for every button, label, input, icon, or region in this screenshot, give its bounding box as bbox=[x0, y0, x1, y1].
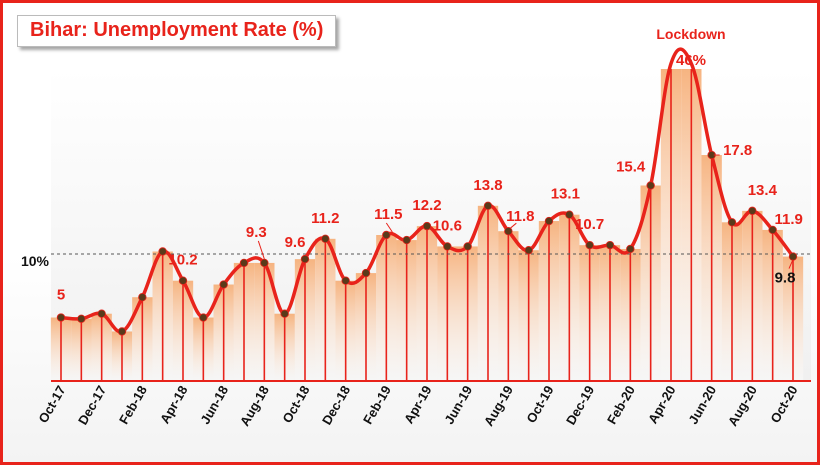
x-tick-label: Oct-20 bbox=[767, 383, 800, 426]
data-point bbox=[361, 268, 371, 278]
annotation-label: Lockdown bbox=[656, 26, 725, 42]
x-tick-label: Oct-18 bbox=[279, 383, 312, 426]
data-point bbox=[524, 246, 533, 255]
data-point bbox=[117, 327, 127, 336]
data-point bbox=[605, 240, 615, 250]
data-label: 5 bbox=[57, 287, 65, 304]
reference-line-label: 10% bbox=[21, 253, 50, 269]
data-label: 12.2 bbox=[412, 197, 441, 214]
data-point bbox=[504, 226, 513, 236]
x-tick-label: Apr-20 bbox=[645, 383, 679, 426]
data-point bbox=[97, 309, 106, 318]
data-point bbox=[585, 240, 594, 250]
data-label: 11.8 bbox=[506, 208, 534, 225]
data-point bbox=[77, 314, 86, 323]
x-tick-label: Apr-19 bbox=[401, 383, 435, 426]
data-point bbox=[768, 225, 777, 235]
data-label: 10.6 bbox=[433, 217, 462, 234]
x-tick-label: Feb-20 bbox=[604, 383, 638, 427]
data-point bbox=[260, 258, 269, 268]
x-tick-label: Feb-18 bbox=[116, 383, 150, 427]
data-point bbox=[239, 258, 249, 268]
data-label: 11.9 bbox=[774, 211, 802, 228]
x-tick-label: Feb-19 bbox=[360, 383, 394, 427]
line-chart: 5 10.2 9.3 9.6 11.2 11.5 12.2 10.6 13.811.8 13.1 1… bbox=[21, 26, 811, 429]
x-tick-label: Aug-19 bbox=[481, 383, 516, 429]
data-label: 13.1 bbox=[551, 186, 580, 203]
data-label: 17.8 bbox=[723, 142, 752, 159]
x-tick-label: Aug-18 bbox=[237, 383, 272, 429]
data-point bbox=[788, 252, 798, 261]
data-point bbox=[727, 218, 737, 227]
data-point bbox=[443, 242, 452, 251]
x-tick-label: Oct-17 bbox=[35, 383, 68, 426]
data-point bbox=[626, 244, 635, 254]
x-tick-label: Dec-19 bbox=[563, 383, 597, 427]
data-point bbox=[199, 313, 208, 322]
data-label: 13.4 bbox=[748, 182, 778, 199]
x-tick-label: Dec-18 bbox=[319, 383, 353, 427]
label-leader-line bbox=[385, 222, 393, 233]
data-point bbox=[56, 313, 66, 322]
data-point bbox=[646, 181, 655, 190]
data-point bbox=[300, 254, 310, 264]
data-label: 9.8 bbox=[775, 270, 796, 287]
x-tick-label: Jun-20 bbox=[685, 383, 719, 427]
data-point bbox=[321, 234, 330, 244]
data-point bbox=[483, 201, 493, 210]
data-point bbox=[138, 293, 147, 302]
x-tick-label: Oct-19 bbox=[523, 383, 556, 426]
label-leader-line bbox=[788, 259, 794, 269]
data-point bbox=[402, 235, 411, 245]
data-label: 13.8 bbox=[473, 177, 502, 194]
data-point bbox=[565, 210, 574, 219]
data-point bbox=[748, 206, 757, 216]
data-label: 10.7 bbox=[575, 216, 604, 233]
data-point bbox=[219, 280, 228, 289]
data-point bbox=[341, 276, 350, 285]
data-point bbox=[382, 230, 391, 240]
x-tick-label: Apr-18 bbox=[157, 383, 191, 426]
data-point bbox=[158, 247, 167, 256]
data-point bbox=[463, 242, 472, 251]
data-label: 10.2 bbox=[168, 252, 197, 269]
label-leader-line bbox=[257, 240, 265, 260]
data-label: 11.5 bbox=[374, 206, 402, 223]
data-label: 9.3 bbox=[246, 224, 267, 241]
data-point bbox=[280, 309, 289, 318]
x-tick-label: Dec-17 bbox=[75, 383, 109, 427]
x-tick-label: Aug-20 bbox=[725, 383, 760, 429]
data-label: 15.4 bbox=[616, 158, 646, 175]
data-point bbox=[544, 216, 554, 226]
data-point bbox=[422, 221, 432, 231]
data-point bbox=[178, 276, 188, 285]
data-label: 11.2 bbox=[311, 210, 339, 227]
x-tick-label: Jun-19 bbox=[441, 383, 475, 427]
chart-title: Bihar: Unemployment Rate (%) bbox=[17, 15, 337, 47]
data-label: 9.6 bbox=[285, 234, 306, 251]
label-leader-line bbox=[510, 222, 517, 229]
x-tick-label: Jun-18 bbox=[197, 383, 231, 427]
data-label: 46% bbox=[676, 52, 706, 69]
